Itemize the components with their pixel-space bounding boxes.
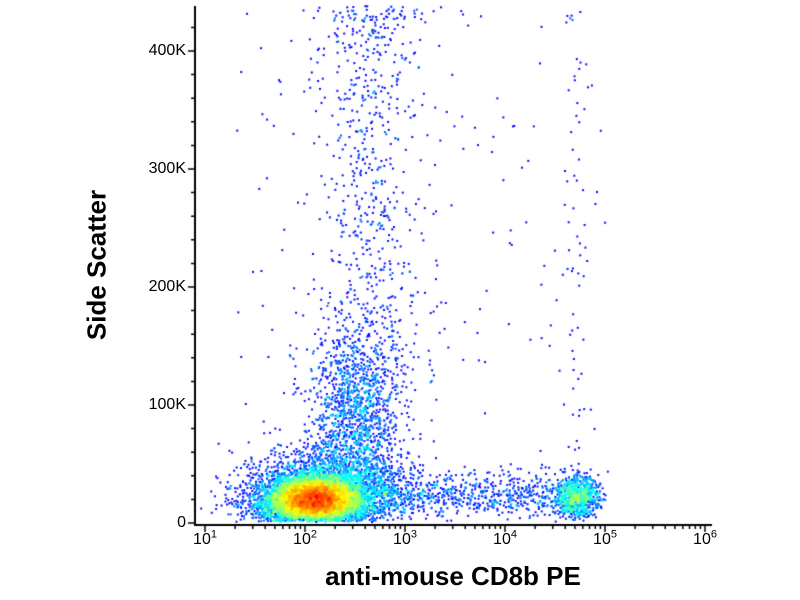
x-tick-exponent: 1 bbox=[210, 528, 217, 541]
x-tick-label-10e3: 103 bbox=[393, 528, 417, 549]
x-tick-exponent: 6 bbox=[710, 528, 717, 541]
y-tick-label-200k: 200K bbox=[148, 278, 186, 295]
x-tick-exponent: 3 bbox=[410, 528, 417, 541]
x-tick-label-10e4: 104 bbox=[493, 528, 517, 549]
x-tick-exponent: 5 bbox=[610, 528, 617, 541]
x-tick-label-10e6: 106 bbox=[693, 528, 717, 549]
x-tick-label-10e5: 105 bbox=[593, 528, 617, 549]
x-tick-label-10e1: 101 bbox=[193, 528, 217, 549]
x-tick-exponent: 2 bbox=[310, 528, 317, 541]
y-axis-title: Side Scatter bbox=[81, 189, 112, 341]
y-tick-label-100k: 100K bbox=[148, 396, 186, 413]
x-tick-base: 10 bbox=[293, 531, 311, 548]
x-tick-label-10e2: 102 bbox=[293, 528, 317, 549]
x-tick-base: 10 bbox=[193, 531, 211, 548]
y-tick-label-0: 0 bbox=[177, 514, 186, 531]
x-tick-base: 10 bbox=[393, 531, 411, 548]
x-axis-title: anti-mouse CD8b PE bbox=[325, 561, 581, 591]
y-tick-label-400k: 400K bbox=[148, 42, 186, 59]
y-tick-label-300k: 300K bbox=[148, 160, 186, 177]
x-tick-base: 10 bbox=[493, 531, 511, 548]
x-tick-exponent: 4 bbox=[510, 528, 517, 541]
x-tick-base: 10 bbox=[693, 531, 711, 548]
x-tick-base: 10 bbox=[593, 531, 611, 548]
